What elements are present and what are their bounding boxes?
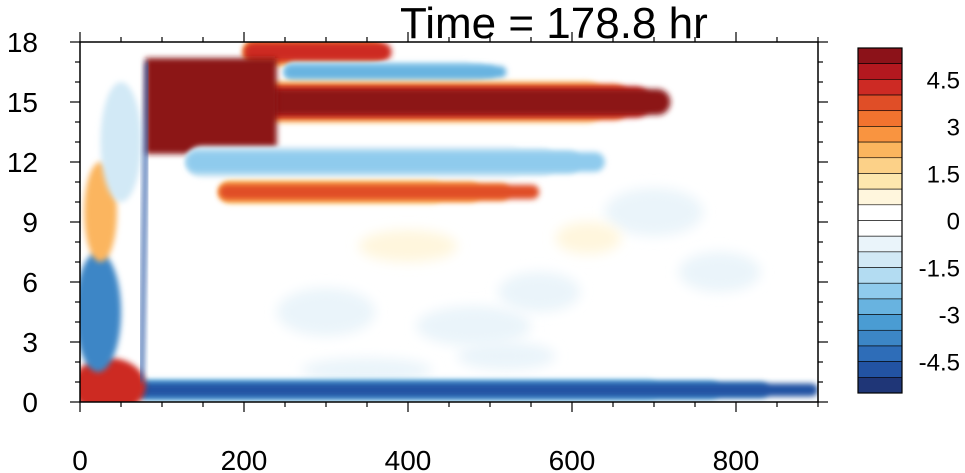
colorbar-segment: [857, 298, 903, 315]
left-edge-negative-upper: [100, 82, 142, 202]
y-axis: 0 3 6 9 12 15 18: [7, 27, 828, 418]
lower-boundary-negative-level: [137, 383, 818, 397]
colorbar-label: 1.5: [927, 161, 960, 188]
y-tick-label: 18: [7, 27, 38, 58]
colorbar-label: 3: [947, 114, 960, 141]
colorbar: 4.5 3 1.5 0 -1.5 -3 -4.5: [857, 47, 960, 394]
upper-positive-core: [145, 58, 277, 154]
colorbar-label: 4.5: [927, 67, 960, 94]
colorbar-segment: [857, 220, 903, 237]
x-tick-label: 800: [713, 445, 760, 473]
positive-band-10: [219, 180, 540, 204]
colorbar-segment: [857, 267, 903, 284]
colorbar-label: 0: [947, 209, 960, 236]
background-patch: [678, 252, 761, 292]
contour-field: [80, 42, 818, 402]
y-tick-label: 9: [22, 207, 38, 238]
background-patch: [358, 230, 458, 262]
y-tick-label: 0: [22, 387, 38, 418]
colorbar-segment: [857, 345, 903, 362]
colorbar-label: -4.5: [919, 350, 960, 377]
colorbar-segment: [857, 251, 903, 268]
colorbar-segment: [857, 282, 903, 300]
colorbar-segment: [857, 110, 903, 127]
x-axis: 0 200 400 600 800: [72, 32, 819, 473]
y-tick-label: 12: [7, 147, 38, 178]
x-tick-label: 200: [221, 445, 268, 473]
front-line: [139, 61, 150, 383]
y-tick-label: 6: [22, 267, 38, 298]
background-patch: [416, 306, 531, 346]
upper-positive-band-level: [162, 89, 671, 115]
background-patch: [301, 358, 433, 382]
negative-band-12-level: [186, 152, 605, 172]
positive-band-top-level: [244, 42, 392, 62]
negative-band-16: [285, 62, 507, 82]
colorbar-segment: [857, 47, 903, 64]
negative-band-16-level: [285, 66, 507, 78]
colorbar-segment: [857, 188, 903, 206]
background-patch: [276, 288, 376, 336]
colorbar-segment: [857, 329, 903, 347]
background-patch: [604, 188, 704, 236]
background-patch: [498, 272, 581, 312]
colorbar-segment: [857, 314, 903, 331]
colorbar-segment: [857, 94, 903, 112]
background-patch: [457, 342, 556, 370]
background-patch: [555, 222, 622, 254]
chart-title: Time = 178.8 hr: [400, 0, 708, 48]
upper-positive-band: [162, 81, 671, 123]
y-tick-label: 15: [7, 87, 38, 118]
lower-boundary-negative: [137, 379, 818, 401]
y-tick-label: 3: [22, 327, 38, 358]
colorbar-label: -1.5: [919, 256, 960, 283]
left-edge-negative: [80, 252, 121, 372]
x-tick-label: 600: [549, 445, 596, 473]
colorbar-segment: [857, 126, 903, 143]
negative-band-12: [186, 146, 605, 178]
colorbar-segment: [857, 79, 903, 96]
left-edge-positive: [80, 358, 146, 402]
colorbar-frame: [857, 47, 903, 394]
colorbar-segment: [857, 235, 903, 253]
positive-band-10-level: [219, 184, 540, 200]
colorbar-segment: [857, 141, 903, 159]
colorbar-label: -3: [939, 303, 960, 330]
colorbar-segment: [857, 63, 903, 80]
colorbar-segment: [857, 377, 903, 394]
colorbar-segment: [857, 157, 903, 174]
colorbar-segment: [857, 204, 903, 221]
colorbar-segment: [857, 361, 903, 378]
colorbar-segment: [857, 173, 903, 190]
x-tick-label: 0: [72, 445, 88, 473]
x-tick-label: 400: [385, 445, 432, 473]
